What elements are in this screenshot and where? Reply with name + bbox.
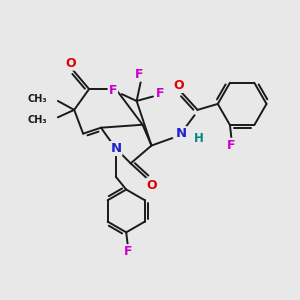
Text: N: N: [176, 127, 187, 140]
Text: CH₃: CH₃: [28, 115, 47, 125]
Text: F: F: [227, 139, 236, 152]
Text: F: F: [109, 84, 117, 97]
Text: O: O: [65, 57, 76, 70]
Text: H: H: [194, 132, 204, 145]
Text: F: F: [135, 68, 144, 81]
Text: N: N: [110, 142, 122, 155]
Text: F: F: [156, 87, 165, 100]
Text: CH₃: CH₃: [28, 94, 47, 103]
Text: O: O: [173, 79, 184, 92]
Text: F: F: [124, 245, 132, 258]
Text: O: O: [147, 178, 158, 192]
